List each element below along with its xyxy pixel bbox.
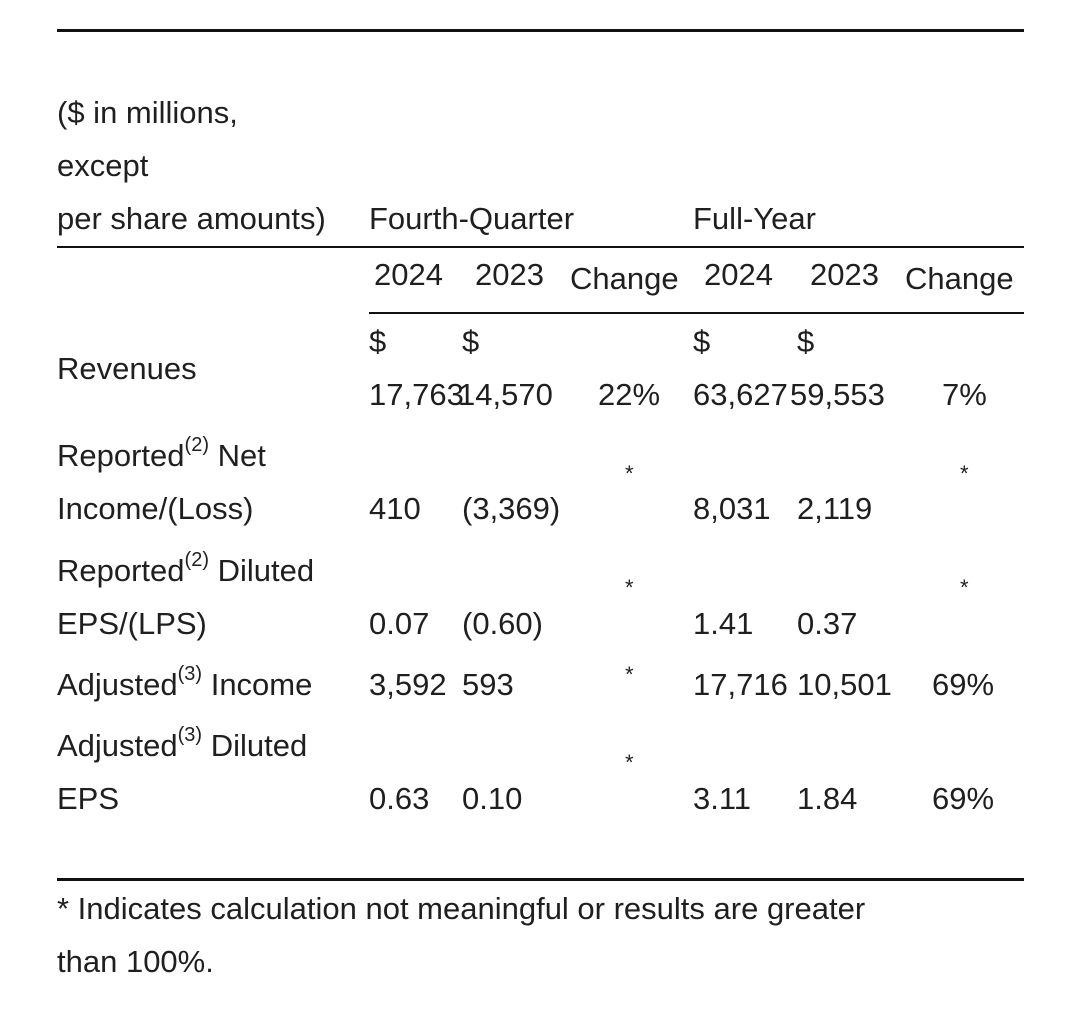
currency-symbol: $	[693, 324, 711, 359]
unit-note-line-3: per share amounts)	[57, 201, 326, 236]
row-label: Adjusted(3) Diluted	[57, 719, 307, 772]
currency-symbol: $	[369, 324, 387, 359]
cell-fy-2023: 0.37	[797, 606, 858, 641]
group-header-fourth-quarter: Fourth-Quarter	[369, 201, 575, 236]
col-header-fy-2024: 2024	[704, 257, 773, 292]
cell-q4-2023: 14,570	[458, 377, 553, 412]
top-rule	[57, 29, 1024, 32]
row-label-text: Diluted	[202, 728, 308, 763]
row-label-text: Diluted	[208, 553, 315, 588]
row-label: Reported(2) Diluted	[57, 544, 314, 597]
footnote-ref: (2)	[184, 433, 209, 456]
cell-fy-2024: 63,627	[693, 377, 788, 412]
cell-q4-2024: 0.07	[369, 606, 430, 641]
header-rule	[57, 246, 1024, 248]
cell-q4-2024: 410	[369, 491, 421, 526]
currency-symbol: $	[462, 324, 480, 359]
cell-q4-change: 22%	[598, 377, 661, 412]
cell-q4-change: *	[625, 750, 634, 775]
cell-fy-2023: 2,119	[797, 491, 873, 526]
row-label-text: Reported	[57, 438, 185, 473]
unit-note-line-1: ($ in millions,	[57, 95, 238, 130]
cell-q4-2024: 3,592	[369, 667, 447, 702]
row-label-text: Income	[202, 667, 313, 702]
footnote-line-1: * Indicates calculation not meaningful o…	[57, 891, 866, 926]
col-header-q4-2024: 2024	[374, 257, 443, 292]
col-header-fy-change: Change	[905, 261, 1014, 296]
cell-q4-2023: 0.10	[462, 781, 523, 816]
row-label-text: Adjusted	[57, 728, 178, 763]
cell-fy-2024: 1.41	[693, 606, 754, 641]
cell-fy-change: *	[960, 575, 969, 600]
row-label: Reported(2) Net	[57, 429, 266, 482]
footnote-line-2: than 100%.	[57, 944, 214, 979]
cell-fy-change: 69%	[932, 781, 995, 816]
cell-q4-2024: 17,763	[369, 377, 464, 412]
cell-q4-change: *	[625, 575, 634, 600]
cell-q4-2023: (3,369)	[462, 491, 561, 526]
cell-fy-change: 7%	[942, 377, 987, 412]
cell-fy-2024: 17,716	[693, 667, 788, 702]
cell-q4-2023: 593	[462, 667, 514, 702]
row-label: Revenues	[57, 351, 197, 386]
row-label-text: Adjusted	[57, 667, 178, 702]
cell-fy-change: 69%	[932, 667, 995, 702]
cell-fy-2023: 10,501	[797, 667, 892, 702]
row-label-line-2: EPS	[57, 781, 120, 816]
row-label-line-2: EPS/(LPS)	[57, 606, 207, 641]
row-label-line-2: Income/(Loss)	[57, 491, 254, 526]
cell-fy-2024: 8,031	[693, 491, 771, 526]
cell-q4-2024: 0.63	[369, 781, 430, 816]
footnote-rule	[57, 878, 1024, 881]
cell-q4-change: *	[625, 662, 634, 687]
currency-symbol: $	[797, 324, 815, 359]
footnote-ref: (3)	[177, 723, 203, 746]
cell-q4-change: *	[625, 461, 634, 486]
row-label-text: Reported	[57, 553, 185, 588]
footnote-ref: (2)	[184, 548, 209, 571]
footnote-ref: (3)	[177, 662, 203, 685]
subheader-rule	[369, 312, 1024, 314]
cell-fy-2023: 1.84	[797, 781, 858, 816]
row-label: Adjusted(3) Income	[57, 658, 312, 711]
col-header-q4-2023: 2023	[475, 257, 544, 292]
cell-q4-2023: (0.60)	[462, 606, 543, 641]
col-header-q4-change: Change	[570, 261, 679, 296]
cell-fy-change: *	[960, 461, 969, 486]
group-header-full-year: Full-Year	[693, 201, 816, 236]
unit-note-line-2: except	[57, 148, 149, 183]
cell-fy-2024: 3.11	[693, 781, 752, 816]
row-label-text: Net	[208, 438, 266, 473]
cell-fy-2023: 59,553	[790, 377, 885, 412]
col-header-fy-2023: 2023	[810, 257, 879, 292]
